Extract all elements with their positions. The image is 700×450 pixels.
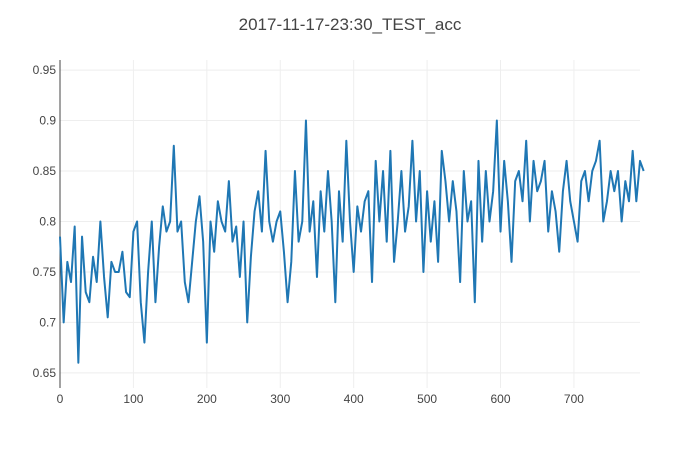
series <box>59 119 645 364</box>
x-tick-label: 200 <box>197 392 217 406</box>
y-tick-label: 0.65 <box>33 366 57 380</box>
y-tick-label: 0.8 <box>39 214 56 228</box>
chart-title: 2017-11-17-23:30_TEST_acc <box>239 15 462 34</box>
x-tick-label: 300 <box>270 392 290 406</box>
y-tick-label: 0.95 <box>33 63 57 77</box>
y-tick-label: 0.9 <box>39 114 56 128</box>
x-tick-label: 0 <box>57 392 64 406</box>
x-tick-label: 100 <box>123 392 143 406</box>
x-tick-label: 600 <box>490 392 510 406</box>
x-tick-label: 700 <box>564 392 584 406</box>
tick-labels: 0.65 0.7 0.75 0.8 0.85 0.9 0.95 0 100 200 300 400 50… <box>33 63 585 406</box>
x-tick-label: 400 <box>344 392 364 406</box>
y-tick-label: 0.75 <box>33 265 57 279</box>
series-line-0 <box>59 119 645 364</box>
y-tick-label: 0.7 <box>39 315 56 329</box>
x-tick-label: 500 <box>417 392 437 406</box>
y-tick-label: 0.85 <box>33 164 57 178</box>
